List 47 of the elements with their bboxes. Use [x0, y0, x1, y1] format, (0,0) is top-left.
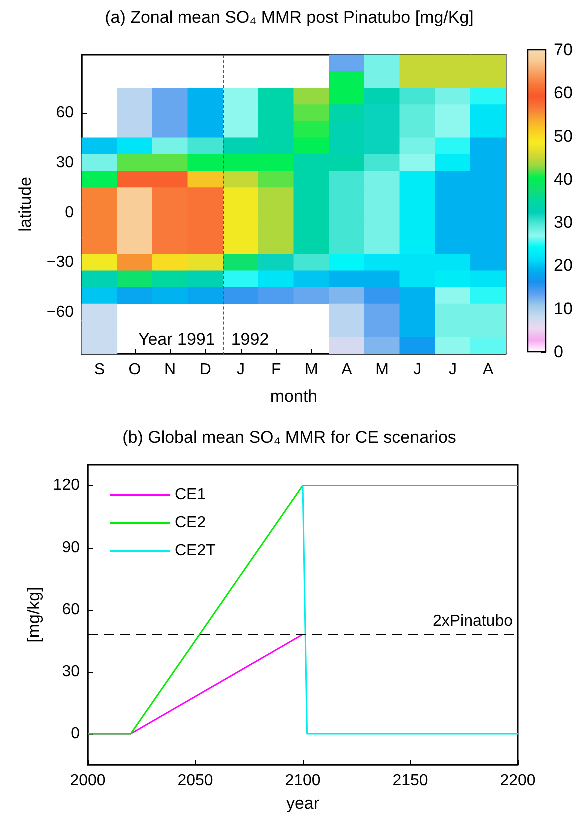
- x-tick-label: 2200: [500, 772, 536, 790]
- ref-line-label: 2xPinatubo: [432, 613, 514, 630]
- color-bar-label: 30: [554, 213, 573, 232]
- x-axis-title: month: [270, 387, 318, 406]
- color-bar-label: 40: [554, 170, 573, 189]
- color-bar-label: 70: [554, 40, 573, 60]
- annotation: Year 1991: [138, 330, 216, 349]
- color-bar-label: 20: [554, 256, 573, 276]
- y-tick-label: 60: [62, 601, 80, 618]
- x-tick-label: D: [200, 362, 212, 378]
- x-tick-label: A: [342, 362, 353, 378]
- color-bar-label: 10: [554, 299, 573, 318]
- x-tick-label: 2150: [392, 772, 428, 790]
- color-bar-label: 0: [554, 342, 564, 362]
- y-tick-label: 60: [56, 104, 74, 122]
- y-axis-title: [mg/kg]: [24, 587, 44, 643]
- x-tick-label: A: [482, 362, 494, 378]
- x-tick-label: O: [128, 362, 142, 378]
- x-tick-label: 2000: [70, 772, 106, 790]
- x-tick-label: F: [271, 362, 282, 378]
- chart-title: (b) Global mean SO₄ MMR for CE scenarios: [122, 428, 456, 447]
- color-bar-label: 50: [554, 126, 573, 146]
- y-axis-title: latitude: [16, 177, 35, 232]
- x-tick-label: N: [164, 362, 176, 378]
- x-tick-label: S: [94, 362, 106, 378]
- y-tick-label: 90: [62, 539, 80, 556]
- x-tick-label: 2100: [285, 772, 321, 790]
- y-tick-label: 120: [53, 477, 80, 494]
- x-tick-label: 2050: [178, 772, 214, 790]
- x-tick-label: M: [305, 362, 318, 378]
- y-tick-label: 0: [65, 204, 74, 222]
- y-tick-label: 30: [62, 663, 80, 680]
- y-tick-label: 30: [56, 154, 74, 172]
- y-tick-label: −60: [46, 304, 74, 321]
- x-tick-label: J: [449, 362, 457, 378]
- x-tick-label: J: [237, 362, 245, 378]
- chart-title: (a) Zonal mean SO₄ MMR post Pinatubo [mg/Kg]: [105, 8, 474, 27]
- y-tick-label: −30: [46, 254, 74, 272]
- x-tick-label: M: [376, 362, 389, 378]
- legend-label: CE2T: [175, 542, 216, 560]
- legend-label: CE2: [175, 514, 206, 532]
- y-tick-label: 0: [71, 725, 80, 742]
- annotation: 1992: [231, 330, 270, 349]
- x-axis-title: year: [286, 794, 320, 813]
- legend-label: CE1: [175, 486, 206, 504]
- x-tick-label: J: [414, 362, 422, 378]
- color-bar-label: 60: [554, 84, 573, 103]
